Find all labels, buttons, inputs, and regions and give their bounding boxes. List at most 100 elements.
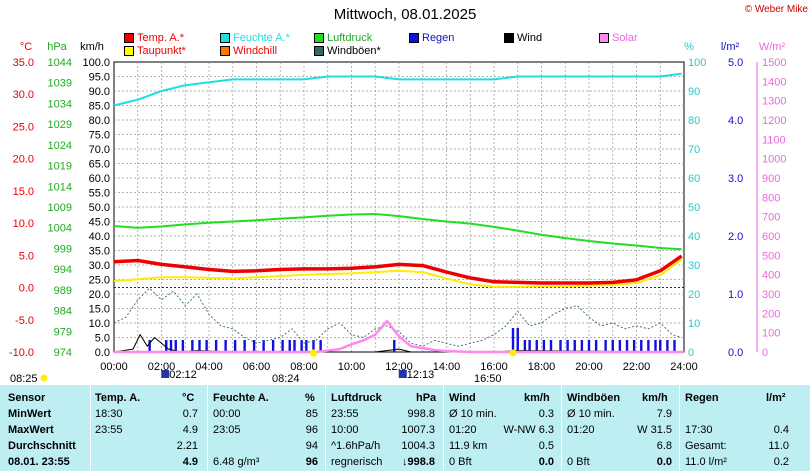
cell-hum-time: 00:00 [213,408,241,420]
legend-label: Wind [517,32,543,44]
temp-tick-label: 20.0 [13,154,34,166]
header-gusts: Windböen [567,392,621,404]
cell-rain: 0.4 [773,424,789,436]
cell-label: 08.01. 23:55 [8,456,70,468]
solar-axis-unit: W/m² [759,41,786,53]
statistics-table: Sensor Temp. A. °C Feuchte A. % Luftdruc… [0,385,810,471]
cell-rain-label: Gesamt: [685,440,727,452]
rain-bar [312,340,315,352]
humidity-tick-label: 0 [688,347,694,359]
cell-wind-label: 11.9 km [449,440,488,452]
cell-hum: 96 [305,424,318,436]
legend-label: Taupunkt* [137,45,186,57]
rain-bar [659,340,662,352]
cell-hum: 94 [305,440,318,452]
rain-bar [511,328,515,352]
temp-tick-label: 5.0 [19,250,34,262]
humidity-tick-label: 10 [688,318,700,330]
rain-bar [618,340,622,352]
rain-bar [305,340,308,352]
legend-swatch [599,33,609,43]
solar-tick-label: 600 [762,231,780,243]
cell-gust-label: 01:20 [567,424,595,436]
cell-label: Durchschnitt [8,440,76,452]
cell-wind: 0.5 [538,440,554,452]
rain-bar [542,340,546,352]
cell-press: 1004.3 [401,440,435,452]
pressure-tick-label: 1009 [48,202,72,214]
rain-bar [281,340,284,352]
cell-rain: 11.0 [768,440,789,452]
humidity-axis-unit: % [684,41,694,53]
rain-bar [300,340,303,352]
temp-tick-label: 30.0 [13,89,34,101]
header-humidity: Feuchte A. [213,392,269,404]
temp-tick-label: -5.0 [15,315,34,327]
cell-wind: 0.0 [538,456,554,468]
cell-hum: 96 [305,456,318,468]
legend-swatch [314,46,324,56]
rain-bar [673,340,676,352]
rain-bar [243,340,246,352]
mark-layer: 08:25 02:12 08:24 12:13 16:50 [10,349,517,385]
legend-label: Regen [422,32,455,44]
rain-bar [252,340,256,352]
legend-swatch [124,46,134,56]
wind-tick-label: 20.0 [89,289,110,301]
cell-temp: 0.7 [182,408,198,420]
wind-tick-label: 85.0 [89,101,110,113]
rain-bar [625,340,629,352]
sunrise-time: 08:24 [272,373,300,385]
solar-tick-label: 0 [762,347,768,359]
wind-tick-label: 90.0 [89,86,110,98]
cell-wind-label: 01:20 [449,424,477,436]
humidity-tick-label: 50 [688,202,700,214]
wind-tick-label: 65.0 [89,159,110,171]
pressure-tick-label: 999 [54,243,72,255]
legend-swatch [220,46,230,56]
solar-tick-label: 200 [762,308,780,320]
rain-bar [566,340,569,352]
weather-chart: °C hPa km/h% l/m² W/m² 35.0 30.0 25.0 20.0 15.0 10… [9,41,787,385]
rain-bar [594,340,598,352]
rain-axis-unit: l/m² [721,41,740,53]
wind-tick-label: 15.0 [89,304,110,316]
legend-wind: Wind [504,32,542,44]
rain-bar [666,340,669,352]
cell-rain: 0.2 [773,456,789,468]
wind-tick-label: 55.0 [89,188,110,200]
solar-tick-label: 700 [762,212,780,224]
rain-tick-label: 3.0 [728,173,743,185]
rain-bar [573,340,576,352]
solar-tick-label: 900 [762,173,780,185]
cell-wind: 0.3 [538,408,554,420]
cell-gust: 0.0 [656,456,672,468]
column-divider [561,385,562,471]
humidity-tick-label: 20 [688,289,700,301]
temp-tick-label: 15.0 [13,186,34,198]
wind-tick-label: 0.0 [95,347,110,359]
cell-press: ↓998.8 [401,456,435,468]
solar-tick-label: 400 [762,270,780,282]
humidity-tick-label: 100 [688,57,706,69]
rain-tick-label: 5.0 [728,57,743,69]
humidity-tick-label: 40 [688,231,700,243]
header-pressure-unit: hPa [416,392,437,404]
rain-bar [319,340,322,352]
series-windb-en [113,287,682,347]
cell-hum-time: 6.48 g/m³ [213,456,260,468]
rain-bar [611,340,614,352]
rain-bar [654,340,657,352]
legend-swatch [314,33,324,43]
legend-temp: Temp. A.* [124,32,184,44]
cell-hum: 85 [305,408,318,420]
cell-press-time: regnerisch [331,456,383,468]
legend-solar: Solar [599,32,638,44]
legend-gusts: Windböen* [314,45,381,57]
brand-label: © Weber Mike [744,4,808,15]
humidity-tick-label: 60 [688,173,700,185]
cell-gust: 7.9 [656,408,672,420]
pressure-tick-label: 1034 [48,98,72,110]
rain-bar [523,340,527,352]
rain-bar [205,340,208,352]
